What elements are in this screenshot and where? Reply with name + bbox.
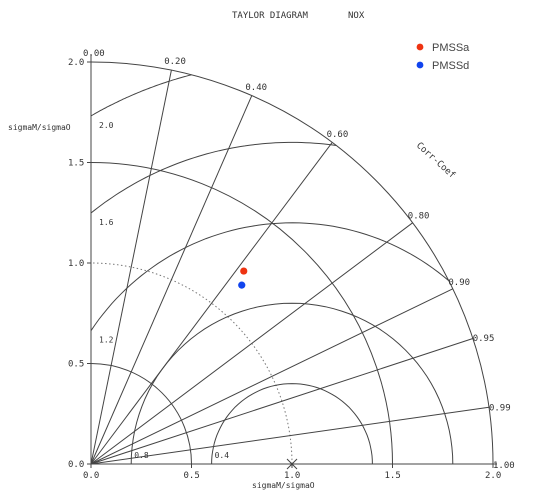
corr-label: 1.00 — [493, 461, 515, 471]
y-tick-label: 0.0 — [68, 460, 84, 470]
rms-label: 1.6 — [99, 218, 114, 227]
point-pmssa — [240, 267, 248, 275]
corr-label: 0.20 — [164, 57, 186, 67]
axes — [87, 54, 497, 470]
rms-label: 0.4 — [215, 451, 230, 460]
corr-line — [90, 338, 474, 465]
rms-arc — [130, 302, 454, 465]
corr-line — [90, 406, 490, 465]
std-arc — [90, 363, 192, 465]
reference-marker — [286, 458, 298, 470]
x-tick-label: 0.5 — [184, 471, 200, 481]
rms-label: 0.8 — [134, 451, 149, 460]
corr-line — [90, 142, 333, 465]
corr-line — [90, 222, 413, 465]
corr-label: 0.99 — [489, 404, 511, 414]
rms-arc — [90, 141, 337, 214]
corr-line — [90, 288, 454, 465]
rms-label: 1.2 — [99, 336, 114, 345]
corr-label: 0.40 — [245, 83, 267, 93]
corr-label: 0.95 — [473, 334, 495, 344]
tick-labels: 0.0 0.5 1.0 1.5 2.00.00.51.01.52.00.000.200.… — [68, 49, 515, 481]
corr-label: 0.60 — [327, 130, 349, 140]
x-tick-label: 2.0 — [485, 471, 501, 481]
outer-arc — [90, 61, 494, 465]
point-pmssd — [238, 281, 246, 289]
legend-marker-pmssd — [416, 61, 424, 69]
rms-label: 2.0 — [99, 121, 114, 130]
rms-arc — [211, 383, 373, 465]
legend-marker-pmssa — [416, 43, 424, 51]
y-tick-label: 1.5 — [68, 159, 84, 169]
corr-line — [90, 95, 253, 465]
grid-lines — [90, 61, 494, 465]
chart-title: TAYLOR DIAGRAM — [232, 11, 308, 21]
y-tick-label: 0.5 — [68, 360, 84, 370]
y-tick-label: 1.0 — [68, 259, 84, 269]
x-tick-label: 1.0 — [284, 471, 300, 481]
legend-label-pmssa: PMSSa — [432, 42, 470, 54]
y-axis-title: sigmaM/sigmaO — [8, 123, 71, 132]
chart-variable: NOX — [348, 11, 365, 21]
x-tick-label: 1.5 — [385, 471, 401, 481]
corr-label: 0.90 — [448, 278, 470, 288]
y-tick-label: 2.0 — [68, 58, 84, 68]
corr-label: 0.80 — [408, 211, 430, 221]
rms-arc — [90, 222, 450, 331]
x-axis-title: sigmaM/sigmaO — [252, 481, 315, 490]
corr-coef-title: Corr-Coef — [414, 141, 457, 181]
corr-label: 0.00 — [83, 49, 105, 59]
rms-arc — [90, 74, 192, 117]
corr-line — [90, 70, 172, 465]
data-points — [238, 267, 248, 289]
legend: PMSSa PMSSd — [416, 42, 470, 72]
reference-std-arc — [90, 262, 293, 465]
legend-label-pmssd: PMSSd — [432, 60, 469, 72]
x-tick-label: 0.0 — [83, 471, 99, 481]
